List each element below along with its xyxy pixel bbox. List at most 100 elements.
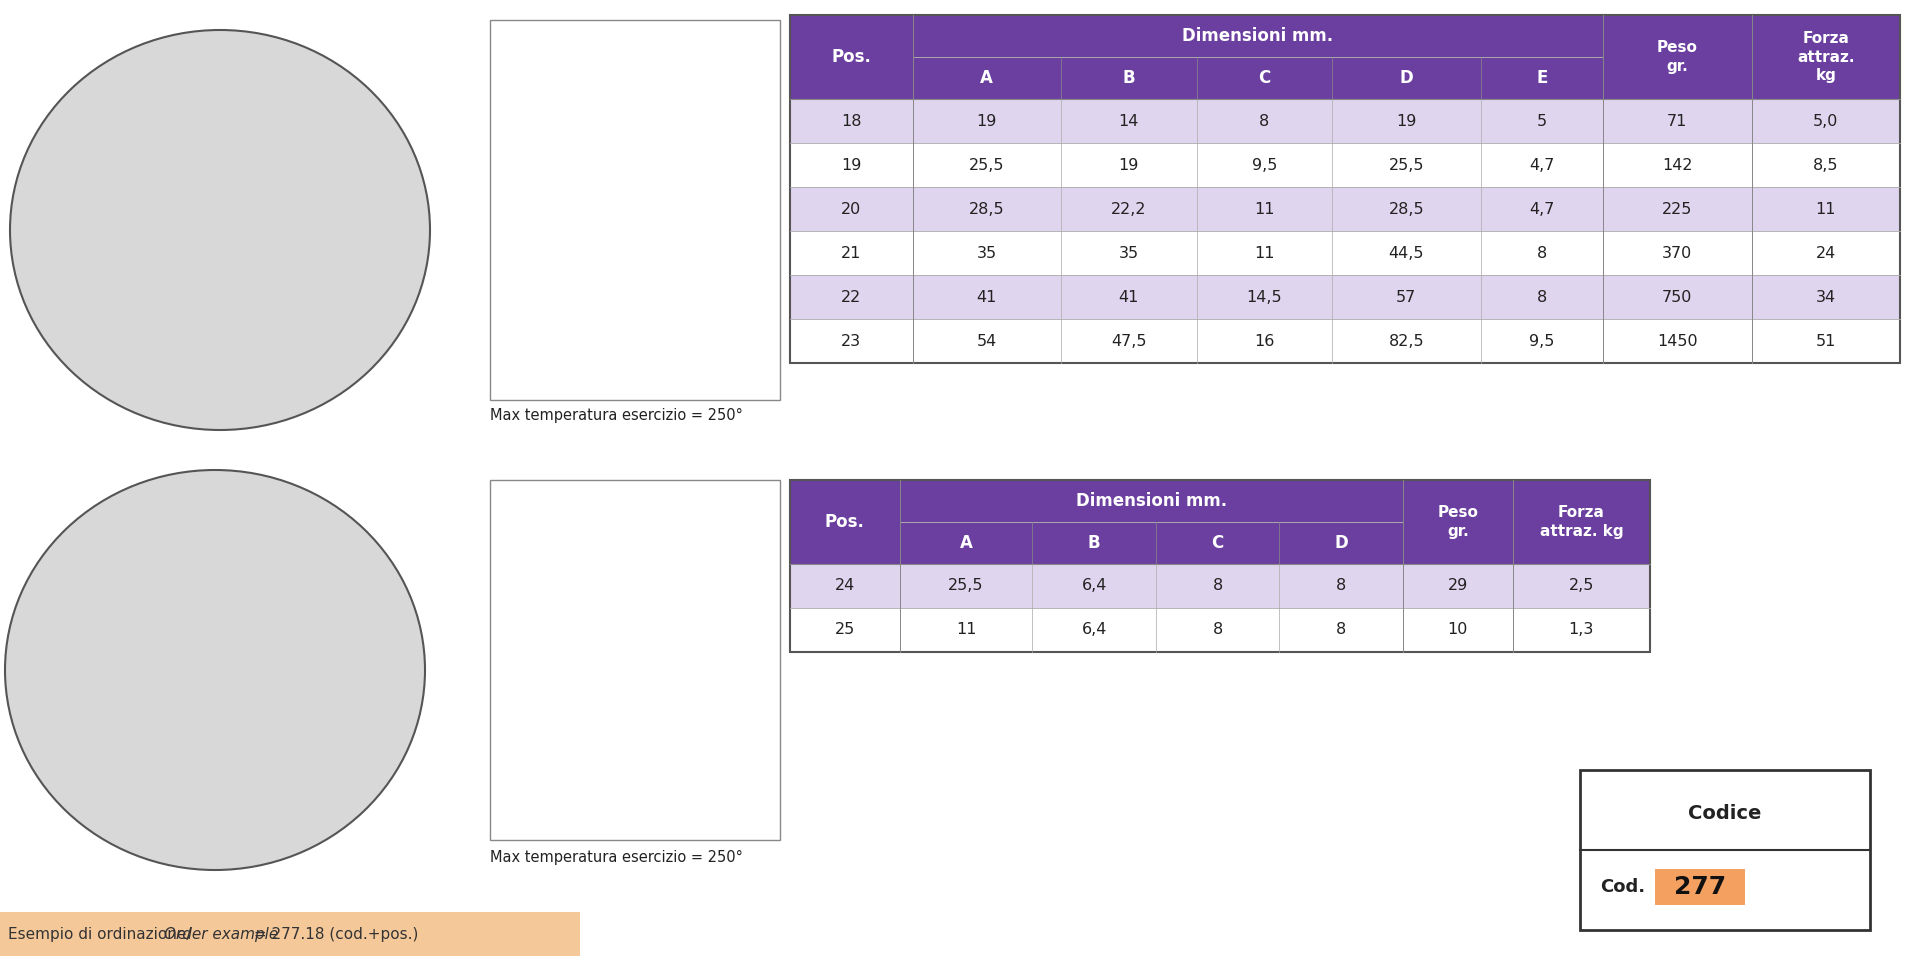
- Text: 28,5: 28,5: [1388, 201, 1425, 217]
- Bar: [789, 231, 1901, 275]
- Text: 11: 11: [1254, 201, 1275, 217]
- Text: 41: 41: [977, 289, 996, 305]
- Text: 35: 35: [1119, 245, 1139, 261]
- Text: 19: 19: [1119, 157, 1139, 172]
- Bar: [789, 275, 1901, 319]
- Bar: [789, 143, 1901, 187]
- Text: 54: 54: [977, 333, 996, 349]
- Text: C: C: [1212, 534, 1223, 552]
- Text: 6,4: 6,4: [1081, 623, 1108, 637]
- Text: 8: 8: [1336, 623, 1346, 637]
- Ellipse shape: [6, 470, 424, 870]
- Text: C: C: [1258, 69, 1271, 87]
- Text: 277: 277: [1674, 875, 1726, 899]
- Bar: [490, 480, 780, 840]
- Text: Dimensioni mm.: Dimensioni mm.: [1075, 492, 1227, 510]
- Text: B: B: [1089, 534, 1100, 552]
- Bar: [0, 912, 580, 956]
- Text: 35: 35: [977, 245, 996, 261]
- Text: 9,5: 9,5: [1252, 157, 1277, 172]
- Text: Forza
attraz.
kg: Forza attraz. kg: [1797, 31, 1855, 83]
- Text: A: A: [960, 534, 973, 552]
- Bar: [1751, 15, 1901, 99]
- Text: 8: 8: [1213, 579, 1223, 594]
- Bar: [900, 522, 1404, 564]
- Text: Codice: Codice: [1688, 804, 1763, 823]
- Text: 19: 19: [977, 113, 996, 128]
- Text: 24: 24: [835, 579, 854, 594]
- Bar: [789, 15, 1901, 57]
- Text: 6,4: 6,4: [1081, 579, 1108, 594]
- Text: 29: 29: [1448, 579, 1469, 594]
- Bar: [1603, 15, 1751, 99]
- Text: 8: 8: [1336, 579, 1346, 594]
- Text: 16: 16: [1254, 333, 1275, 349]
- Text: 47,5: 47,5: [1112, 333, 1146, 349]
- Text: 8,5: 8,5: [1812, 157, 1839, 172]
- Text: Order example: Order example: [165, 926, 278, 942]
- Bar: [789, 15, 912, 99]
- Text: 82,5: 82,5: [1388, 333, 1425, 349]
- Bar: [789, 99, 1901, 143]
- Text: 19: 19: [841, 157, 862, 172]
- Text: 25,5: 25,5: [1388, 157, 1425, 172]
- Text: Peso
gr.: Peso gr.: [1438, 505, 1478, 538]
- Text: Pos.: Pos.: [831, 48, 872, 66]
- Bar: [789, 480, 1649, 522]
- Text: 8: 8: [1536, 289, 1548, 305]
- Bar: [1513, 480, 1649, 564]
- Text: D: D: [1334, 534, 1348, 552]
- Text: 19: 19: [1396, 113, 1417, 128]
- Text: 25,5: 25,5: [948, 579, 983, 594]
- Bar: [789, 608, 1649, 652]
- Bar: [789, 480, 900, 564]
- Text: Cod.: Cod.: [1599, 878, 1645, 896]
- Text: 750: 750: [1663, 289, 1693, 305]
- Text: 21: 21: [841, 245, 862, 261]
- Text: 142: 142: [1663, 157, 1693, 172]
- Text: Max temperatura esercizio = 250°: Max temperatura esercizio = 250°: [490, 850, 743, 865]
- Text: 41: 41: [1119, 289, 1139, 305]
- Text: 5,0: 5,0: [1812, 113, 1839, 128]
- Text: E: E: [1536, 69, 1548, 87]
- Text: B: B: [1123, 69, 1135, 87]
- Ellipse shape: [10, 30, 430, 430]
- Text: 9,5: 9,5: [1528, 333, 1555, 349]
- Text: 8: 8: [1260, 113, 1269, 128]
- Text: 5: 5: [1536, 113, 1548, 128]
- Text: 8: 8: [1536, 245, 1548, 261]
- Bar: [490, 20, 780, 400]
- Bar: [1404, 480, 1513, 564]
- Text: Esempio di ordinazione/: Esempio di ordinazione/: [8, 926, 192, 942]
- Bar: [789, 480, 1649, 652]
- Text: 1,3: 1,3: [1569, 623, 1594, 637]
- Text: 24: 24: [1816, 245, 1836, 261]
- Text: 57: 57: [1396, 289, 1417, 305]
- Text: 23: 23: [841, 333, 862, 349]
- Text: 11: 11: [1254, 245, 1275, 261]
- Text: 22: 22: [841, 289, 862, 305]
- Bar: [789, 319, 1901, 363]
- Text: 34: 34: [1816, 289, 1836, 305]
- Text: 2,5: 2,5: [1569, 579, 1594, 594]
- Bar: [789, 564, 1649, 608]
- Text: 18: 18: [841, 113, 862, 128]
- Text: 25,5: 25,5: [970, 157, 1004, 172]
- Text: 1450: 1450: [1657, 333, 1697, 349]
- Bar: [1655, 869, 1745, 904]
- Text: 11: 11: [1816, 201, 1836, 217]
- Text: Peso
gr.: Peso gr.: [1657, 40, 1697, 74]
- Text: D: D: [1400, 69, 1413, 87]
- Text: 4,7: 4,7: [1528, 201, 1555, 217]
- Text: 71: 71: [1667, 113, 1688, 128]
- Text: = 277.18 (cod.+pos.): = 277.18 (cod.+pos.): [250, 926, 419, 942]
- Bar: [1580, 770, 1870, 930]
- Text: 11: 11: [956, 623, 977, 637]
- Text: 225: 225: [1663, 201, 1693, 217]
- Text: 4,7: 4,7: [1528, 157, 1555, 172]
- Text: 370: 370: [1663, 245, 1692, 261]
- Text: 10: 10: [1448, 623, 1469, 637]
- Text: 20: 20: [841, 201, 862, 217]
- Text: 51: 51: [1816, 333, 1836, 349]
- Text: A: A: [981, 69, 993, 87]
